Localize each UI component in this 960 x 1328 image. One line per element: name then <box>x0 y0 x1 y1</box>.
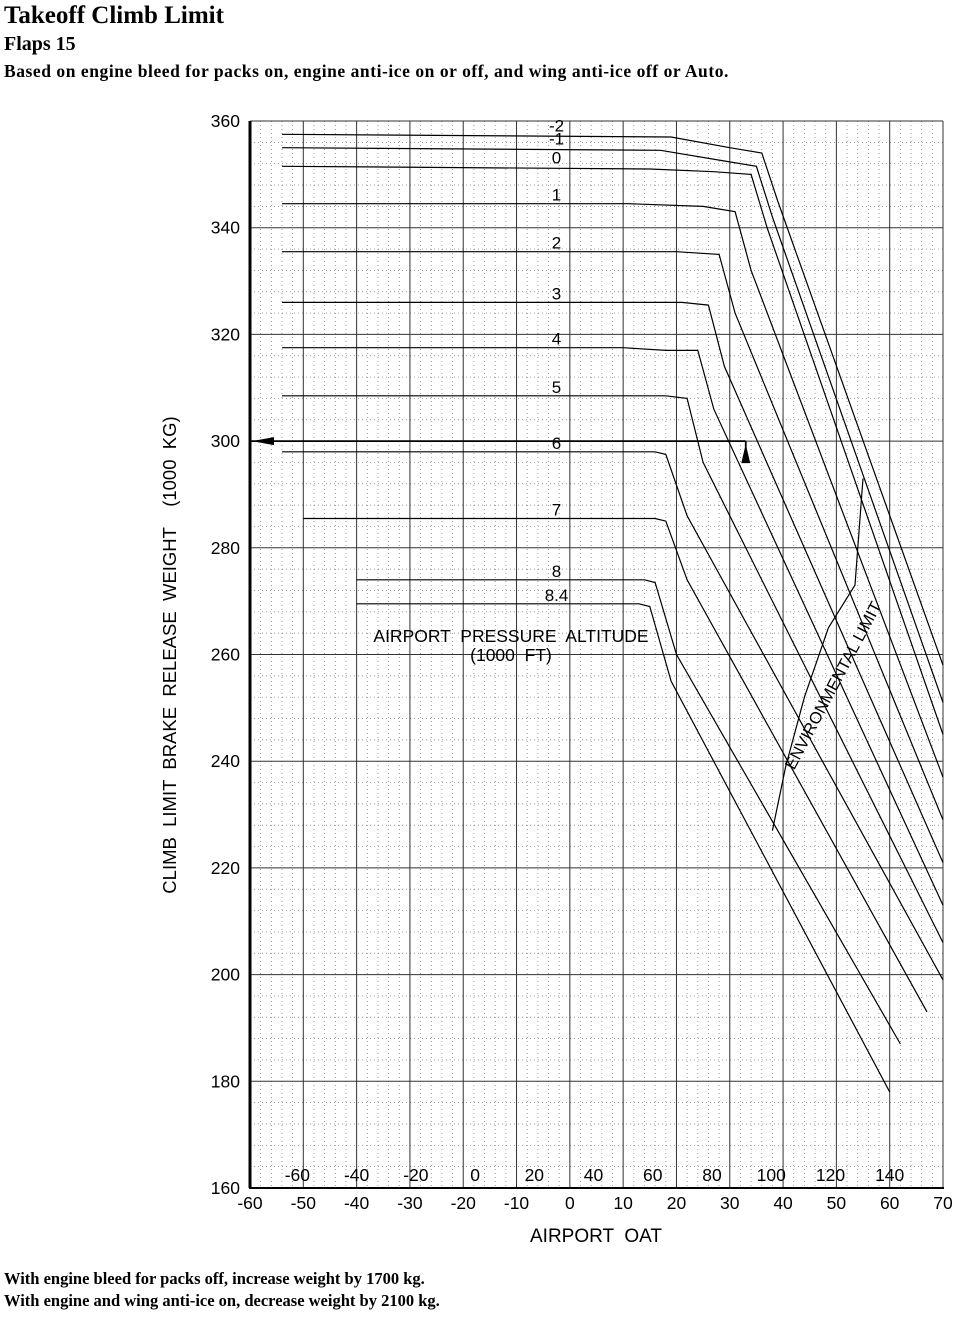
y-tick-label: 220 <box>211 858 240 878</box>
y-tick-label: 160 <box>211 1178 240 1198</box>
x-tick-label: 30 <box>720 1193 740 1213</box>
series-line--2 <box>281 133 944 666</box>
x-axis-label: AIRPORT OAT <box>530 1226 662 1247</box>
y-tick-label: 360 <box>211 111 240 131</box>
series-label-0: 0 <box>552 148 561 167</box>
y-axis-label: CLIMB LIMIT BRAKE RELEASE WEIGHT (1000 K… <box>159 416 180 893</box>
y-tick-label: 300 <box>211 431 240 451</box>
series-label-4: 4 <box>552 330 561 349</box>
x-tick-label-fahrenheit: 140 <box>875 1165 904 1185</box>
y-tick-label: 180 <box>211 1071 240 1091</box>
series-lines <box>281 133 944 1093</box>
x-tick-label-fahrenheit: 0 <box>470 1165 480 1185</box>
x-tick-label: 10 <box>613 1193 633 1213</box>
x-tick-label: 60 <box>880 1193 900 1213</box>
x-tick-label-fahrenheit: -20 <box>403 1165 429 1185</box>
example-arrowhead-left <box>252 437 274 446</box>
pressure-altitude-unit: (1000 FT) <box>470 645 552 665</box>
series-label-8.4: 8.4 <box>545 586 569 605</box>
x-tick-label-fahrenheit: 100 <box>757 1165 786 1185</box>
note-packs-off: With engine bleed for packs off, increas… <box>4 1269 425 1288</box>
series-line-8.4 <box>356 603 891 1093</box>
y-tick-label: 260 <box>211 645 240 665</box>
example-lines <box>250 437 751 464</box>
series-line-4 <box>282 347 944 906</box>
y-tick-labels: 160 180 200 220 240 260 280 300 320 340 360 <box>211 111 240 1198</box>
series-label-7: 7 <box>552 500 561 519</box>
x-tick-label-fahrenheit: 20 <box>525 1165 545 1185</box>
series-line-0 <box>281 165 944 735</box>
x-tick-label-fahrenheit: -40 <box>344 1165 370 1185</box>
x-tick-label: 40 <box>773 1193 793 1213</box>
series-line-5 <box>282 395 944 943</box>
page-subtitle: Flaps 15 <box>4 33 76 55</box>
x-tick-label-fahrenheit: 120 <box>816 1165 845 1185</box>
y-tick-label: 200 <box>211 965 240 985</box>
example-arrowhead-up <box>741 444 751 464</box>
y-tick-label: 240 <box>211 751 240 771</box>
x-tick-label: -60 <box>237 1193 263 1213</box>
series-label--1: -1 <box>549 130 564 149</box>
series-label-2: 2 <box>552 234 561 253</box>
series-line--1 <box>281 147 944 703</box>
x-tick-labels: -60 -50 -40 -30 -20 -10 0 10 20 30 40 50 60 70 <box>237 1193 953 1213</box>
x-tick-label: 70 <box>933 1193 953 1213</box>
series-line-8 <box>356 579 901 1045</box>
page-description: Based on engine bleed for packs on, engi… <box>4 61 729 81</box>
y-tick-label: 280 <box>211 538 240 558</box>
y-tick-label: 320 <box>211 324 240 344</box>
series-label-1: 1 <box>552 186 561 205</box>
x-tick-label: -40 <box>344 1193 370 1213</box>
x-tick-label-fahrenheit: -60 <box>285 1165 311 1185</box>
series-line-6 <box>282 451 944 981</box>
series-line-7 <box>303 517 928 1013</box>
environmental-limit-curve <box>771 478 864 831</box>
x-tick-label-fahrenheit: 60 <box>643 1165 663 1185</box>
x-tick-label: -10 <box>504 1193 530 1213</box>
pressure-altitude-annotation: AIRPORT PRESSURE ALTITUDE <box>373 626 648 646</box>
series-label-6: 6 <box>552 434 561 453</box>
series-line-1 <box>282 203 944 778</box>
x-tick-label: 0 <box>565 1193 575 1213</box>
x-tick-labels-fahrenheit: -60 -40 -20 0 20 40 60 80 100 120 140 <box>285 1165 905 1185</box>
x-tick-label: -20 <box>451 1193 477 1213</box>
series-label--2: -2 <box>549 116 564 135</box>
x-tick-label: -30 <box>397 1193 423 1213</box>
page-title: Takeoff Climb Limit <box>4 2 224 29</box>
series-line-2 <box>282 251 944 821</box>
x-tick-label: 20 <box>667 1193 687 1213</box>
series-labels: -2-10 1 2 3 4 5 6 7 8 8.4 <box>545 116 569 604</box>
x-tick-label: -50 <box>291 1193 317 1213</box>
x-tick-label-fahrenheit: 40 <box>584 1165 604 1185</box>
x-tick-label: 50 <box>827 1193 847 1213</box>
series-line-3 <box>282 301 944 863</box>
environmental-limit-line <box>771 478 864 831</box>
note-anti-ice-on: With engine and wing anti-ice on, decrea… <box>4 1291 440 1310</box>
series-label-5: 5 <box>552 378 561 397</box>
series-label-3: 3 <box>552 284 561 303</box>
series-label-8: 8 <box>552 562 561 581</box>
x-tick-label-fahrenheit: 80 <box>702 1165 722 1185</box>
y-tick-label: 340 <box>211 218 240 238</box>
